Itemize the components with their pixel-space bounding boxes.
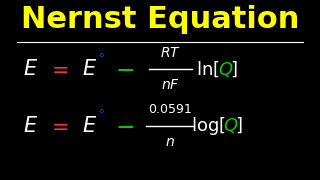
- Text: $Q$: $Q$: [218, 60, 233, 79]
- Text: $E$: $E$: [23, 116, 38, 136]
- Text: $E$: $E$: [82, 59, 97, 79]
- Text: $=$: $=$: [47, 59, 69, 79]
- Text: $0.0591$: $0.0591$: [148, 103, 192, 116]
- Text: $E$: $E$: [82, 116, 97, 136]
- Text: Nernst Equation: Nernst Equation: [21, 5, 299, 34]
- Text: $RT$: $RT$: [160, 46, 180, 60]
- Text: $\circ$: $\circ$: [97, 103, 105, 116]
- Text: $-$: $-$: [115, 114, 134, 138]
- Text: $]$: $]$: [230, 59, 237, 79]
- Text: $n$: $n$: [165, 134, 175, 148]
- Text: $E$: $E$: [23, 59, 38, 79]
- Text: $\circ$: $\circ$: [97, 47, 105, 60]
- Text: $=$: $=$: [47, 116, 69, 136]
- Text: $\mathrm{ln}[$: $\mathrm{ln}[$: [196, 59, 219, 79]
- Text: $]$: $]$: [235, 116, 242, 135]
- Text: $-$: $-$: [115, 57, 134, 81]
- Text: $\mathrm{log}[$: $\mathrm{log}[$: [191, 115, 226, 137]
- Text: $Q$: $Q$: [222, 116, 238, 135]
- Text: $nF$: $nF$: [161, 78, 180, 92]
